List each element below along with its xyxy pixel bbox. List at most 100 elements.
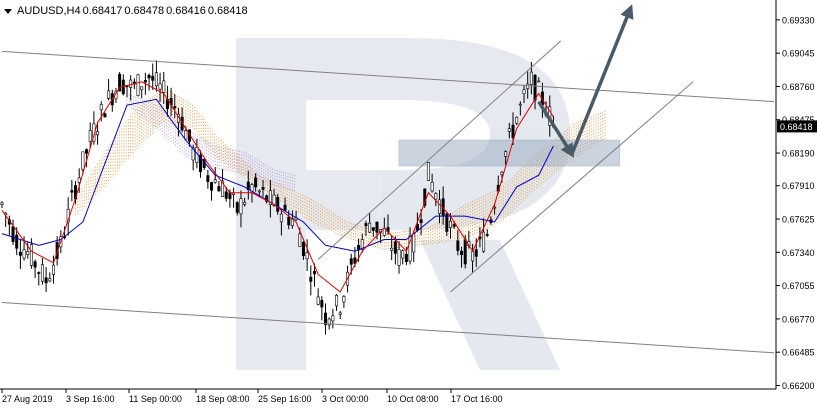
candle-body <box>276 197 280 212</box>
watermark-letter <box>236 38 570 370</box>
y-tick-label: 0.67055 <box>782 281 815 291</box>
candle-body <box>423 188 427 206</box>
current-price-box <box>777 120 817 133</box>
y-tick-label: 0.68190 <box>782 149 815 159</box>
candle-body <box>445 213 449 232</box>
x-tick-label: 11 Sep 00:00 <box>129 394 182 404</box>
candle-body <box>0 202 4 205</box>
candle-body <box>140 86 144 91</box>
candle-body <box>213 179 217 183</box>
candle-body <box>96 131 100 136</box>
candle-body <box>298 233 302 247</box>
candle-body <box>408 235 412 262</box>
candle-body <box>382 228 386 236</box>
high-value: 0.68478 <box>124 5 165 17</box>
candle-body <box>448 220 452 228</box>
x-tick-label: 25 Sep 16:00 <box>258 394 312 404</box>
candle-body <box>261 186 265 190</box>
symbol-label: AUDUSD,H4 <box>17 5 81 17</box>
candle-body <box>360 239 364 250</box>
candle-body <box>504 151 508 157</box>
candle-body <box>309 276 313 282</box>
candle-body <box>33 261 37 268</box>
candle-body <box>511 124 515 138</box>
candle-body <box>210 182 214 191</box>
candles <box>0 60 555 335</box>
candle-body <box>301 241 305 256</box>
candle-body <box>51 264 55 275</box>
candle-body <box>151 75 155 81</box>
candle-body <box>18 251 22 256</box>
candle-body <box>118 74 122 92</box>
candle-body <box>430 182 434 192</box>
candle-body <box>426 162 430 181</box>
candle-body <box>485 234 489 236</box>
x-tick-label: 10 Oct 08:00 <box>387 394 439 404</box>
candle-body <box>419 219 423 224</box>
candle-body <box>353 257 357 264</box>
candle-body <box>460 250 464 255</box>
candle-body <box>283 204 287 211</box>
candle-body <box>526 83 530 89</box>
candle-body <box>48 278 52 282</box>
candle-body <box>368 222 372 233</box>
candle-body <box>221 180 225 197</box>
candle-body <box>331 315 335 322</box>
candle-body <box>55 242 59 259</box>
candle-body <box>390 247 394 251</box>
candle-body <box>515 116 519 124</box>
candle-body <box>224 191 228 199</box>
candle-body <box>15 234 19 249</box>
current-price-label: 0.68418 <box>780 122 813 132</box>
candle-body <box>371 227 375 231</box>
candle-body <box>243 202 247 205</box>
candle-body <box>320 300 324 308</box>
candle-body <box>44 277 48 284</box>
candle-body <box>316 296 320 305</box>
candle-body <box>11 226 15 242</box>
kijun-sen-line <box>1 98 554 252</box>
candle-body <box>265 195 269 202</box>
candle-body <box>537 80 541 83</box>
candle-body <box>364 223 368 227</box>
tenkan-sen-line <box>1 81 554 293</box>
candle-body <box>85 149 89 154</box>
candle-body <box>239 198 243 215</box>
y-tick-label: 0.66485 <box>782 348 815 358</box>
candle-body <box>199 154 203 173</box>
candle-body <box>404 253 408 262</box>
candle-body <box>147 74 151 79</box>
candle-body <box>375 221 379 233</box>
ichimoku-cloud-bearish <box>126 93 296 193</box>
candle-body <box>482 231 486 252</box>
candle-body <box>136 74 140 96</box>
candle-body <box>327 318 331 326</box>
candle-body <box>471 251 475 262</box>
chart-header: AUDUSD,H4 0.68417 0.68478 0.68416 0.6841… <box>4 4 248 18</box>
y-tick-label: 0.66770 <box>782 314 815 324</box>
y-tick-label: 0.68475 <box>782 115 815 125</box>
candle-body <box>305 252 309 260</box>
candle-body <box>22 249 26 259</box>
candle-body <box>522 89 526 95</box>
x-tick-label: 3 Sep 16:00 <box>66 394 115 404</box>
candle-body <box>257 190 261 193</box>
candle-body <box>324 312 328 325</box>
dropdown-triangle-icon[interactable] <box>4 8 12 14</box>
candle-body <box>129 79 133 88</box>
candle-body <box>401 250 405 259</box>
candle-body <box>29 244 33 266</box>
candle-body <box>103 113 107 118</box>
y-tick-label: 0.67910 <box>782 181 815 191</box>
candle-body <box>474 249 478 257</box>
candle-body <box>143 80 147 83</box>
candle-body <box>99 104 103 111</box>
ichimoku-cloud-bullish <box>75 87 606 252</box>
candle-body <box>500 171 504 175</box>
candle-body <box>70 190 74 193</box>
candle-body <box>26 251 30 255</box>
candle-body <box>452 224 456 227</box>
candle-body <box>37 272 41 274</box>
